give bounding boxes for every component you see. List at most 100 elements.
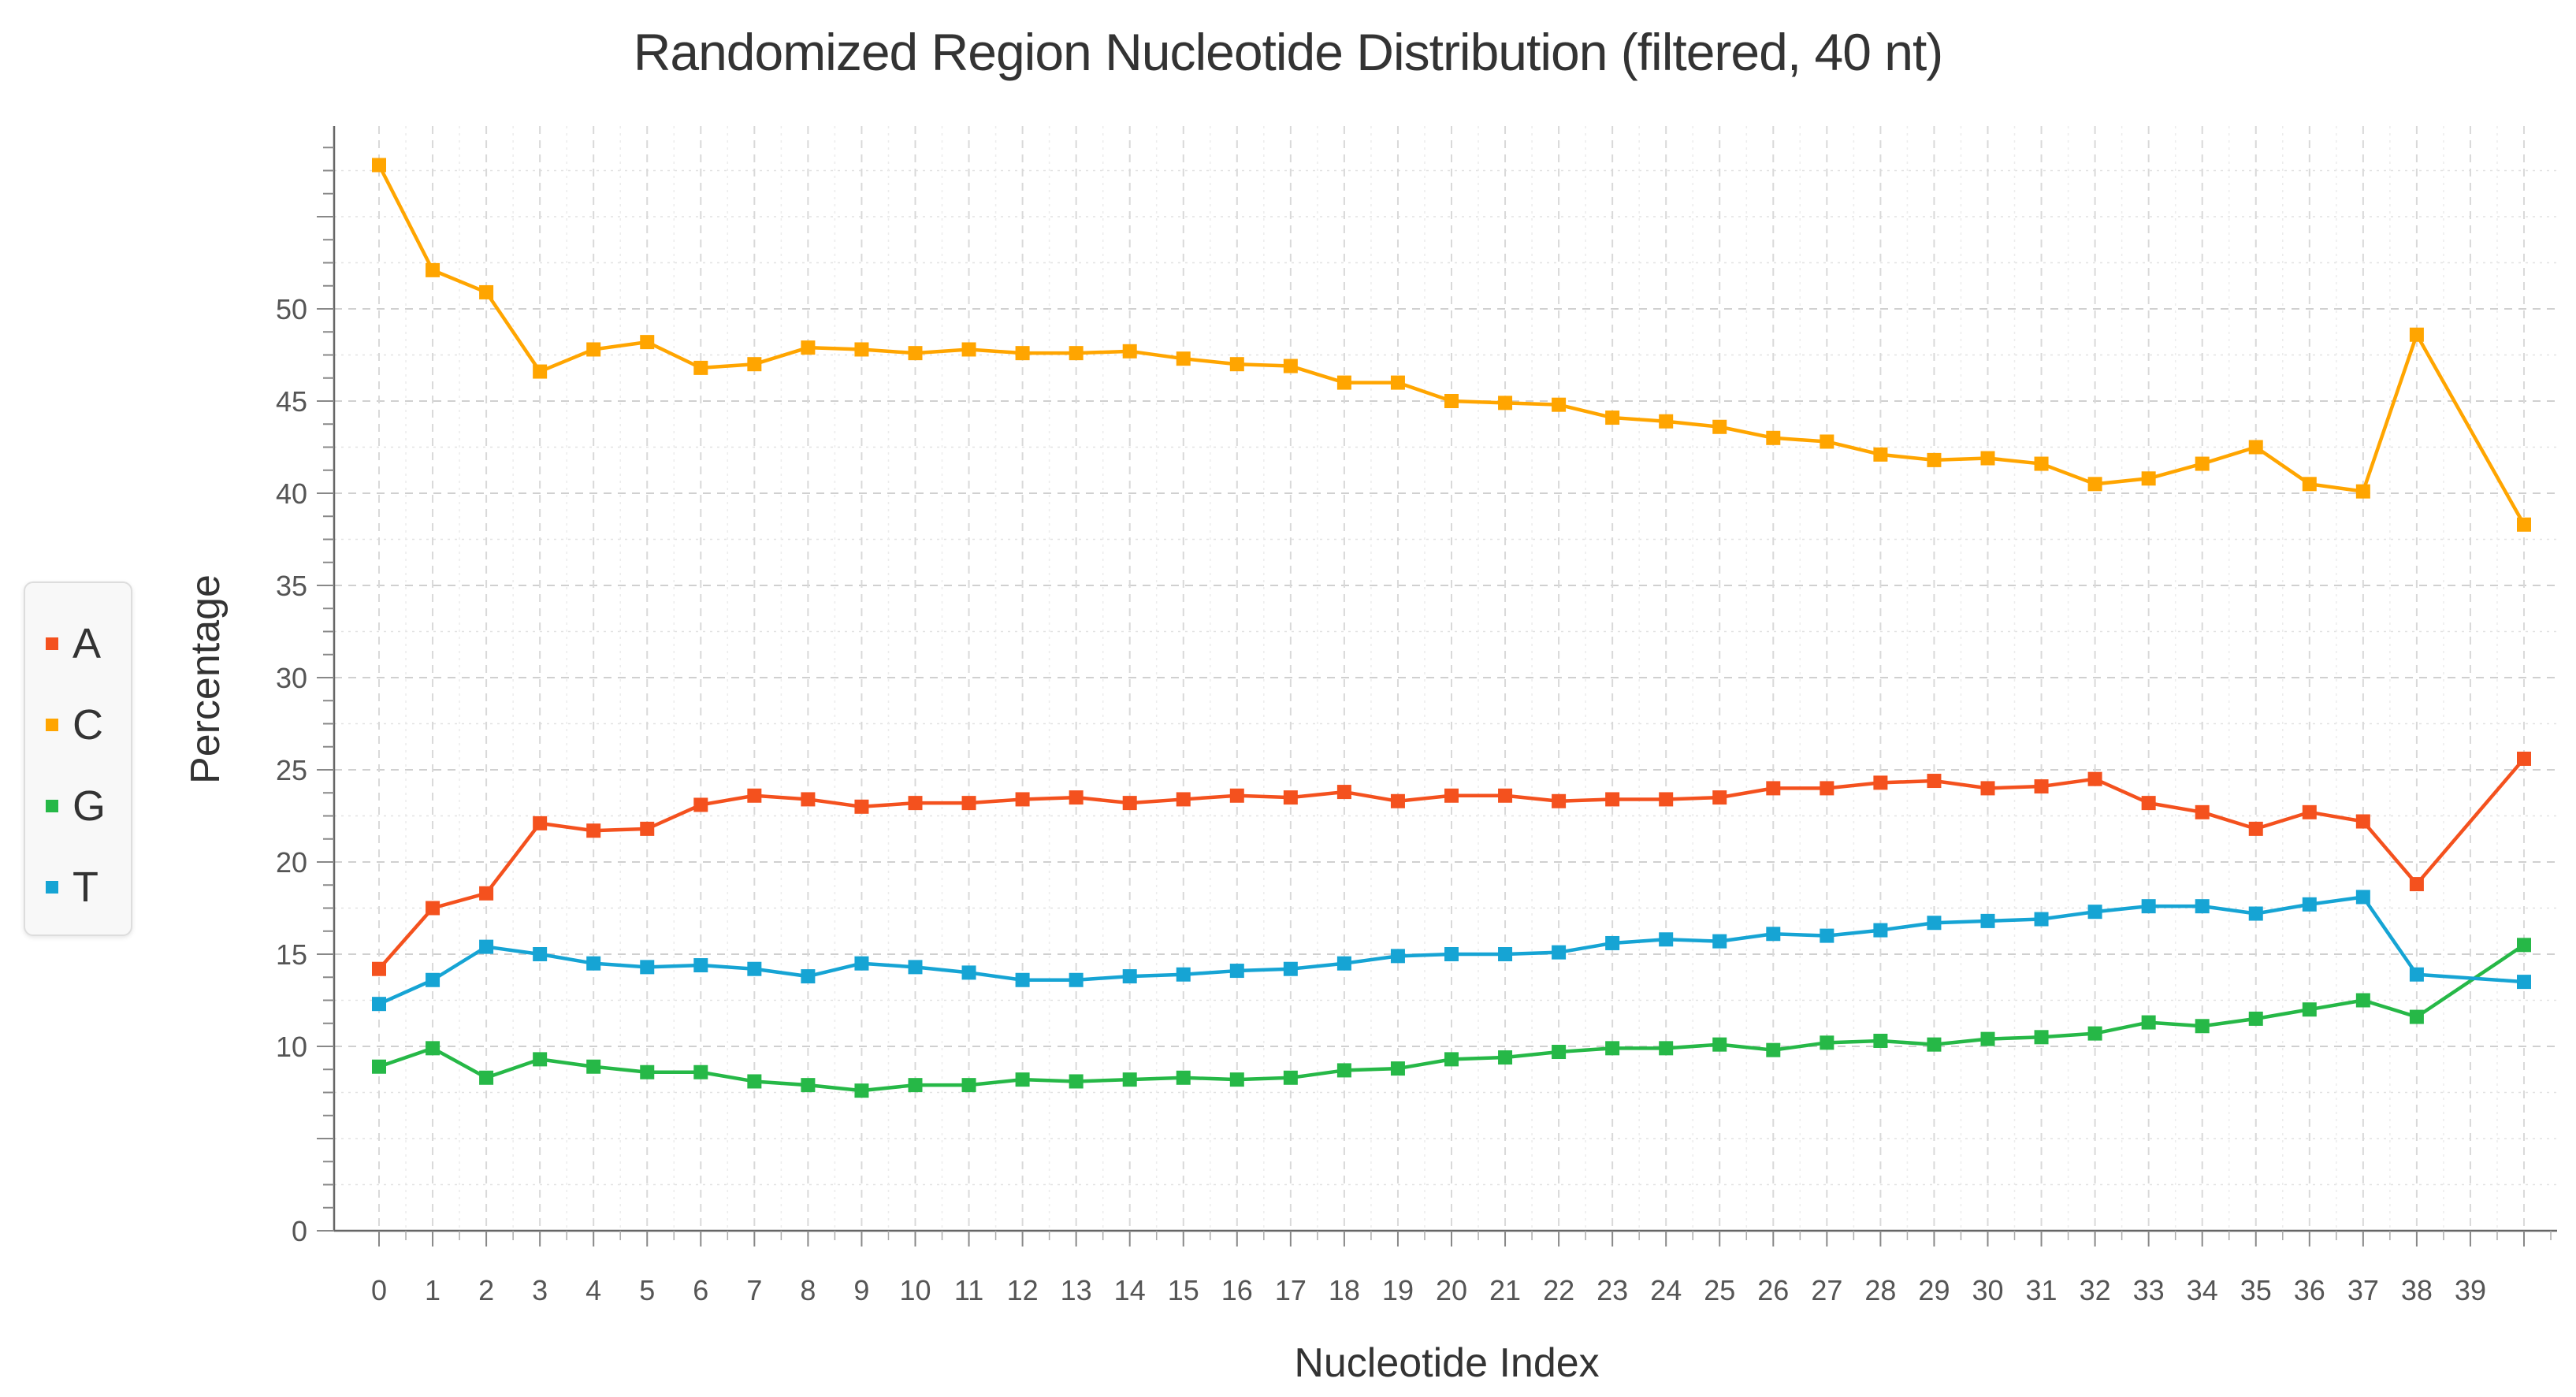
data-point-c[interactable] <box>426 262 440 277</box>
data-point-t[interactable] <box>961 965 976 980</box>
data-point-g[interactable] <box>1927 1037 1942 1052</box>
data-point-c[interactable] <box>2248 440 2263 455</box>
data-point-a[interactable] <box>479 886 494 901</box>
data-point-g[interactable] <box>372 1059 386 1074</box>
data-point-c[interactable] <box>2409 327 2424 342</box>
data-point-t[interactable] <box>1498 947 1513 961</box>
data-point-a[interactable] <box>2087 771 2102 786</box>
legend-item-t[interactable]: T <box>46 864 99 911</box>
data-point-a[interactable] <box>854 799 869 814</box>
data-point-g[interactable] <box>533 1052 548 1067</box>
data-point-g[interactable] <box>747 1074 762 1089</box>
data-point-c[interactable] <box>2087 477 2102 492</box>
data-point-a[interactable] <box>2302 804 2317 819</box>
data-point-g[interactable] <box>479 1070 494 1085</box>
data-point-t[interactable] <box>1283 961 1298 976</box>
data-point-g[interactable] <box>1820 1035 1834 1050</box>
data-point-g[interactable] <box>1015 1072 1030 1087</box>
data-point-t[interactable] <box>1552 945 1567 960</box>
data-point-g[interactable] <box>2355 993 2370 1008</box>
data-point-t[interactable] <box>1659 932 1674 947</box>
data-point-c[interactable] <box>1766 430 1781 445</box>
data-point-a[interactable] <box>1659 792 1674 807</box>
data-point-c[interactable] <box>693 360 708 375</box>
data-point-t[interactable] <box>693 958 708 973</box>
data-point-c[interactable] <box>1176 351 1191 366</box>
data-point-c[interactable] <box>1927 452 1942 467</box>
data-point-c[interactable] <box>1444 394 1459 408</box>
data-point-t[interactable] <box>1820 928 1834 943</box>
data-point-t[interactable] <box>2195 899 2210 914</box>
data-point-t[interactable] <box>854 956 869 971</box>
data-point-t[interactable] <box>586 956 601 971</box>
data-point-t[interactable] <box>1980 913 1995 928</box>
data-point-g[interactable] <box>2034 1030 2049 1045</box>
data-point-a[interactable] <box>1873 775 1888 790</box>
data-point-g[interactable] <box>1766 1042 1781 1057</box>
data-point-a[interactable] <box>2034 779 2049 794</box>
data-point-a[interactable] <box>1444 788 1459 803</box>
legend-item-a[interactable]: A <box>46 620 101 667</box>
data-point-t[interactable] <box>1927 916 1942 931</box>
data-point-g[interactable] <box>1498 1050 1513 1065</box>
data-point-c[interactable] <box>1659 414 1674 429</box>
data-point-a[interactable] <box>2409 877 2424 892</box>
data-point-t[interactable] <box>1015 972 1030 987</box>
data-point-t[interactable] <box>747 961 762 976</box>
data-point-t[interactable] <box>2517 975 2531 990</box>
data-point-g[interactable] <box>1552 1045 1567 1060</box>
data-point-c[interactable] <box>1122 344 1137 359</box>
data-point-t[interactable] <box>640 960 655 975</box>
data-point-t[interactable] <box>801 969 816 984</box>
data-point-g[interactable] <box>1873 1033 1888 1048</box>
data-point-c[interactable] <box>479 284 494 299</box>
data-point-c[interactable] <box>2302 477 2317 492</box>
data-point-c[interactable] <box>961 342 976 357</box>
data-point-g[interactable] <box>2409 1009 2424 1024</box>
data-point-c[interactable] <box>533 364 548 379</box>
data-point-g[interactable] <box>1336 1063 1351 1078</box>
data-point-c[interactable] <box>586 342 601 357</box>
data-point-c[interactable] <box>2355 484 2370 499</box>
data-point-c[interactable] <box>1980 451 1995 466</box>
data-point-a[interactable] <box>1015 792 1030 807</box>
data-point-t[interactable] <box>1444 947 1459 961</box>
data-point-a[interactable] <box>586 823 601 838</box>
data-point-c[interactable] <box>372 158 386 173</box>
data-point-a[interactable] <box>908 796 923 811</box>
data-point-c[interactable] <box>1605 411 1620 425</box>
data-point-g[interactable] <box>2195 1019 2210 1034</box>
data-point-t[interactable] <box>1069 972 1084 987</box>
data-point-a[interactable] <box>1336 785 1351 800</box>
data-point-c[interactable] <box>1873 447 1888 462</box>
data-point-c[interactable] <box>854 342 869 357</box>
data-point-c[interactable] <box>2141 471 2156 486</box>
data-point-g[interactable] <box>908 1078 923 1093</box>
data-point-a[interactable] <box>1552 793 1567 808</box>
data-point-g[interactable] <box>1176 1070 1191 1085</box>
data-point-t[interactable] <box>2248 906 2263 921</box>
data-point-a[interactable] <box>1712 790 1727 805</box>
legend-item-g[interactable]: G <box>46 782 106 830</box>
data-point-t[interactable] <box>1605 935 1620 950</box>
data-point-t[interactable] <box>2141 899 2156 914</box>
data-point-a[interactable] <box>1820 781 1834 796</box>
data-point-g[interactable] <box>2517 938 2531 953</box>
data-point-c[interactable] <box>2517 517 2531 532</box>
data-point-a[interactable] <box>1176 792 1191 807</box>
data-point-a[interactable] <box>640 821 655 836</box>
data-point-a[interactable] <box>693 797 708 812</box>
data-point-g[interactable] <box>586 1059 601 1074</box>
data-point-t[interactable] <box>1122 969 1137 984</box>
data-point-a[interactable] <box>1283 790 1298 805</box>
data-point-a[interactable] <box>1122 796 1137 811</box>
data-point-t[interactable] <box>479 939 494 954</box>
data-point-c[interactable] <box>1229 357 1244 372</box>
data-point-c[interactable] <box>2034 456 2049 471</box>
data-point-c[interactable] <box>1283 359 1298 373</box>
data-point-a[interactable] <box>1229 788 1244 803</box>
data-point-g[interactable] <box>1069 1074 1084 1089</box>
data-point-t[interactable] <box>1766 927 1781 942</box>
data-point-a[interactable] <box>1980 781 1995 796</box>
data-point-a[interactable] <box>961 796 976 811</box>
